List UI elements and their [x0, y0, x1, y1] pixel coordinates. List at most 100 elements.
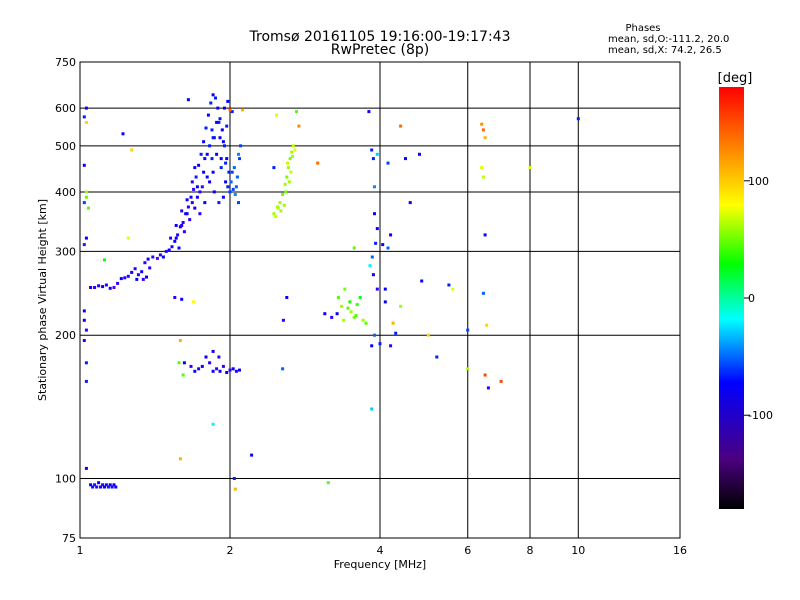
- data-point: [82, 243, 86, 247]
- data-point: [151, 255, 155, 259]
- data-point: [193, 166, 197, 170]
- data-point: [182, 361, 186, 365]
- data-point: [420, 279, 424, 283]
- data-point: [378, 342, 382, 346]
- data-point: [173, 239, 177, 243]
- data-point: [84, 120, 88, 124]
- data-point: [211, 369, 215, 373]
- data-point: [399, 304, 403, 308]
- data-point: [135, 277, 139, 281]
- data-point: [218, 136, 222, 140]
- data-point: [188, 218, 192, 222]
- stats-line-x: mean, sd,X: 74.2, 26.5: [608, 45, 722, 56]
- data-point: [230, 170, 234, 174]
- data-point: [370, 255, 374, 259]
- y-tick-label: 75: [62, 532, 76, 545]
- data-point: [386, 161, 390, 165]
- data-point: [238, 157, 241, 161]
- colorbar-tick-label: -100: [748, 409, 773, 422]
- data-point: [375, 287, 379, 291]
- data-point: [368, 264, 372, 268]
- data-point: [185, 198, 189, 202]
- data-point: [326, 481, 330, 485]
- data-point: [375, 152, 379, 156]
- data-point: [198, 212, 202, 216]
- data-point: [215, 152, 219, 156]
- data-point: [230, 110, 234, 114]
- data-point: [82, 163, 86, 167]
- data-point: [106, 485, 110, 489]
- data-point: [349, 310, 353, 314]
- x-tick-label: 6: [464, 544, 471, 557]
- data-point: [391, 321, 395, 325]
- data-point: [82, 318, 86, 322]
- data-point: [272, 166, 276, 170]
- data-point: [218, 117, 222, 121]
- data-point: [278, 201, 282, 205]
- data-point: [389, 233, 393, 237]
- data-point: [215, 367, 219, 371]
- data-point: [199, 152, 203, 156]
- data-point: [286, 166, 290, 170]
- data-point: [204, 126, 208, 130]
- data-point: [189, 364, 193, 368]
- data-point: [217, 120, 221, 124]
- data-point: [123, 276, 127, 280]
- data-point: [330, 315, 334, 319]
- data-point: [99, 485, 103, 489]
- data-point: [158, 253, 162, 257]
- data-point: [361, 318, 365, 322]
- data-point: [89, 483, 93, 487]
- data-point: [174, 236, 178, 240]
- data-point: [228, 368, 232, 372]
- data-point: [208, 144, 212, 148]
- data-point: [174, 224, 178, 227]
- y-tick-label: 500: [55, 140, 76, 153]
- data-point: [481, 291, 485, 295]
- data-point: [290, 150, 294, 154]
- data-point: [291, 144, 295, 148]
- data-point: [108, 286, 112, 290]
- data-point: [217, 355, 221, 359]
- data-point: [116, 281, 120, 285]
- data-point: [211, 93, 215, 97]
- data-point: [285, 296, 289, 299]
- data-point: [528, 166, 532, 170]
- data-point: [84, 466, 88, 470]
- colorbar-tick-label: 100: [748, 175, 769, 188]
- data-point: [386, 246, 390, 250]
- data-point: [185, 212, 189, 216]
- data-point: [146, 257, 150, 261]
- data-point: [221, 140, 225, 144]
- data-point: [203, 157, 207, 161]
- x-axis-ticks: 1 2 4 6 8 10 16: [77, 544, 688, 557]
- data-point: [286, 161, 290, 165]
- data-point: [289, 170, 293, 174]
- data-point: [227, 170, 231, 174]
- data-point: [192, 187, 196, 191]
- data-point: [576, 117, 580, 121]
- data-point: [466, 367, 470, 371]
- data-point: [343, 287, 347, 291]
- data-point: [346, 306, 350, 310]
- data-point: [426, 333, 430, 337]
- data-point: [193, 206, 197, 210]
- data-point: [93, 286, 97, 289]
- stats-header: Phases: [625, 23, 660, 34]
- data-point: [84, 190, 88, 194]
- data-point: [97, 481, 101, 485]
- y-axis-label: Stationary phase Virtual Height [km]: [36, 199, 49, 401]
- data-point: [364, 321, 368, 325]
- data-point: [358, 296, 362, 299]
- data-point: [186, 98, 190, 102]
- data-point: [394, 331, 398, 335]
- data-point: [226, 185, 230, 189]
- x-tick-label: 2: [227, 544, 234, 557]
- data-point: [241, 108, 245, 112]
- data-point: [275, 113, 279, 117]
- data-point: [93, 483, 97, 487]
- data-point: [178, 339, 182, 342]
- data-point: [374, 241, 378, 245]
- data-point: [231, 367, 235, 371]
- x-tick-label: 10: [571, 544, 585, 557]
